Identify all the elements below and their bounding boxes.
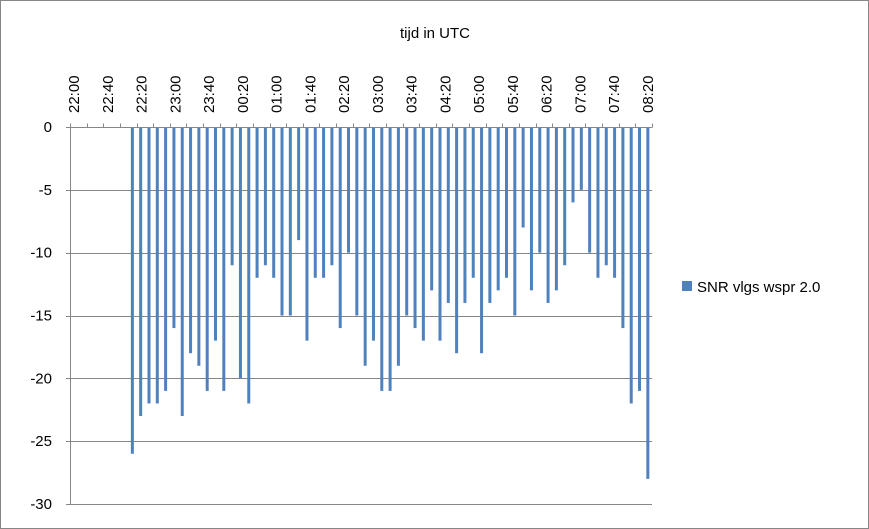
bar — [529, 127, 533, 291]
bar-series — [130, 127, 650, 479]
x-tick-label: 05:40 — [505, 75, 522, 113]
bar — [164, 127, 168, 391]
bar — [280, 127, 284, 316]
bar — [297, 127, 301, 241]
x-tick-label: 05:00 — [471, 75, 488, 113]
bar — [629, 127, 633, 404]
y-tick-label: -5 — [39, 182, 52, 199]
bar — [446, 127, 450, 303]
bar — [338, 127, 342, 329]
bar — [147, 127, 151, 404]
bar — [463, 127, 467, 303]
bar — [222, 127, 226, 391]
bar — [438, 127, 442, 341]
bar — [230, 127, 234, 266]
chart-title: tijd in UTC — [400, 25, 470, 42]
bar — [247, 127, 251, 404]
bar — [388, 127, 392, 391]
x-tick-label: 01:00 — [269, 75, 286, 113]
bar — [363, 127, 367, 366]
legend-label: SNR vlgs wspr 2.0 — [697, 279, 820, 296]
x-tick-label: 02:20 — [336, 75, 353, 113]
bar — [571, 127, 575, 203]
bar — [189, 127, 193, 354]
bar — [596, 127, 600, 278]
bar — [604, 127, 608, 266]
bar — [197, 127, 201, 366]
x-tick-label: 06:20 — [539, 75, 556, 113]
bar — [588, 127, 592, 253]
bar — [139, 127, 143, 417]
bar — [621, 127, 625, 329]
y-axis-tick-labels: 0 -5 -10 -15 -20 -25 -30 — [30, 119, 52, 513]
bar — [646, 127, 650, 479]
x-tick-label: 22:00 — [66, 75, 83, 113]
bar — [413, 127, 417, 329]
bar — [238, 127, 242, 379]
x-tick-label: 07:00 — [572, 75, 589, 113]
bar — [455, 127, 459, 354]
bar — [579, 127, 583, 190]
bar — [405, 127, 409, 316]
x-tick-label: 22:20 — [134, 75, 151, 113]
x-axis-tick-labels: 22:00 22:40 22:20 23:00 23:40 00:20 01:00 01:40… — [66, 75, 657, 113]
bar — [563, 127, 567, 266]
bar — [272, 127, 276, 278]
bar — [488, 127, 492, 303]
y-tick-label: -20 — [30, 370, 52, 387]
y-tick-label: -30 — [30, 496, 52, 513]
bar — [496, 127, 500, 291]
bar — [430, 127, 434, 291]
bar — [305, 127, 309, 341]
bar — [180, 127, 184, 417]
bar — [554, 127, 558, 291]
bar — [371, 127, 375, 341]
x-tick-label: 01:40 — [302, 75, 319, 113]
bar — [330, 127, 334, 266]
legend-swatch — [682, 281, 692, 291]
bar — [205, 127, 209, 391]
bar — [638, 127, 642, 391]
y-tick-label: -15 — [30, 308, 52, 325]
bar — [538, 127, 542, 253]
x-tick-label: 22:40 — [100, 75, 117, 113]
x-tick-label: 23:40 — [201, 75, 218, 113]
x-tick-label: 23:00 — [167, 75, 184, 113]
bar — [313, 127, 317, 278]
bar — [155, 127, 159, 404]
x-tick-label: 07:40 — [606, 75, 623, 113]
bar — [130, 127, 134, 454]
bar — [172, 127, 176, 329]
bar — [480, 127, 484, 354]
bar — [214, 127, 217, 341]
x-tick-label: 03:00 — [370, 75, 387, 113]
bar — [521, 127, 525, 228]
y-tick-label: -25 — [30, 433, 52, 450]
x-tick-label: 00:20 — [235, 75, 252, 113]
bar — [255, 127, 259, 278]
bar — [505, 127, 508, 278]
bar — [322, 127, 326, 278]
bar — [347, 127, 351, 253]
x-tick-label: 03:40 — [404, 75, 421, 113]
bar — [546, 127, 550, 303]
bar — [471, 127, 475, 278]
y-tick-label: -10 — [30, 245, 52, 262]
legend: SNR vlgs wspr 2.0 — [682, 279, 820, 296]
axes — [66, 123, 653, 505]
bar — [263, 127, 267, 266]
bar — [513, 127, 517, 316]
bar — [421, 127, 425, 341]
y-tick-label: 0 — [44, 119, 52, 136]
bar — [288, 127, 292, 316]
bar — [613, 127, 617, 278]
x-tick-label: 04:20 — [437, 75, 454, 113]
x-tick-label: 08:20 — [640, 75, 657, 113]
bar — [355, 127, 359, 316]
bar — [396, 127, 400, 366]
bar — [380, 127, 384, 391]
